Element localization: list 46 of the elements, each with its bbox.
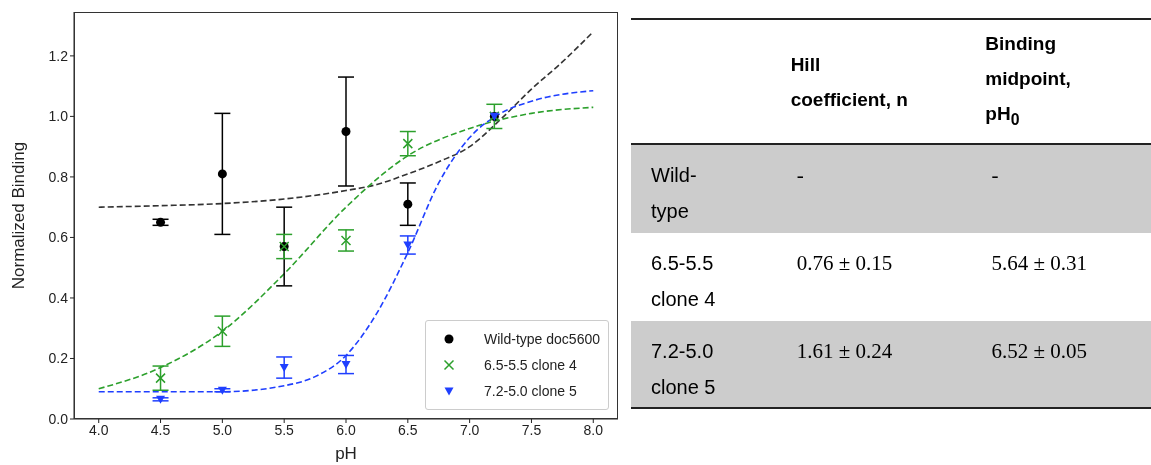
point [217,326,228,337]
y-tick-label: 0.6 [48,229,69,246]
point [403,241,413,250]
category-label: Wild-type [651,164,697,222]
category-label: Hill coefficient, n [790,52,909,112]
text: 5.64 ± 0.31 [991,251,1087,275]
category-label: Binding midpoint, pH$_{0}$ [985,32,1072,130]
legend-label: 6.5-5.5 clone 4 [484,357,577,373]
point [156,217,166,227]
y-tick-label: 0.4 [48,289,69,306]
text: 1.61 ± 0.24 [796,339,893,363]
point [156,395,166,404]
x-tick-label: 5.0 [212,421,233,438]
point [341,360,351,370]
y-tick-label: 0.2 [48,350,69,367]
x-tick-label: 6.0 [336,421,356,438]
text: 6.52 ± 0.05 [991,339,1087,363]
point [340,235,352,246]
point [155,372,166,384]
point [217,169,227,179]
x-tick-label: 5.5 [274,421,295,438]
x-tick-label: 7.5 [521,421,542,438]
x-tick-label: 4.0 [88,421,109,438]
y-tick-label: 1.0 [48,108,69,125]
x-tick-label: 4.5 [150,421,171,438]
point [279,363,289,373]
point [402,138,414,149]
text: - [796,163,804,187]
category-label: 7.2-5.0 clone 5 [651,340,716,398]
x-tick-label: 8.0 [583,421,604,438]
y-tick-label: 0.0 [48,410,69,427]
point [403,199,413,209]
x-axis-title: pH [335,444,357,463]
text: - [991,163,999,187]
y-tick-label: 1.2 [48,47,69,64]
x-tick-label: 6.5 [398,421,418,438]
y-tick-label: 0.8 [48,168,69,185]
point [217,386,227,395]
line-series [97,30,595,208]
category-label: 6.5-5.5 clone 4 [651,252,716,310]
y-axis-title: Normalized Binding [9,141,29,290]
legend-label: 7.2-5.0 clone 5 [484,383,577,399]
x-tick-label: 7.0 [459,421,480,438]
legend-label: Wild-type doc5600 [484,331,600,347]
point [341,127,351,137]
text: 0.76 ± 0.15 [796,251,893,275]
